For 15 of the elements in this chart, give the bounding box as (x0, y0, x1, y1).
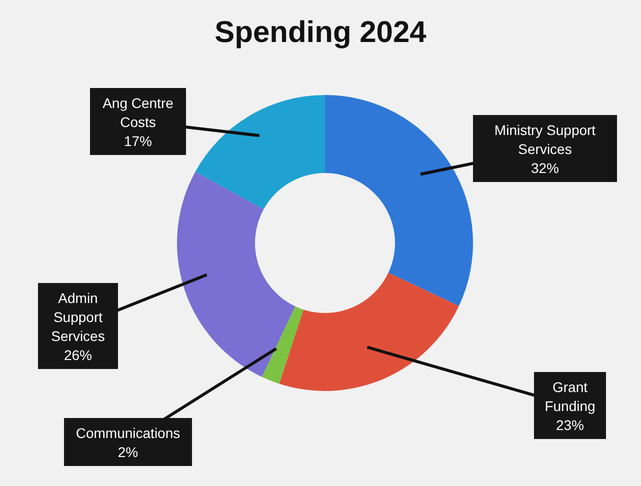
data-label: 17% (124, 133, 152, 149)
slice-label: Ang Centre Costs (102, 95, 174, 130)
data-label: 2% (118, 444, 138, 460)
slice-label: Ministry Support Services (494, 122, 596, 157)
donut-slice (177, 172, 296, 377)
chart-title: Spending 2024 (214, 16, 428, 50)
data-label: 23% (556, 417, 584, 433)
donut-slice (195, 95, 325, 210)
data-label: 26% (64, 347, 92, 363)
slice-label: Communications (76, 425, 180, 441)
donut-slice (325, 95, 473, 306)
slice-label: Grant Funding (544, 379, 596, 414)
donut-slice (279, 272, 459, 391)
slice-label: Admin Support Services (51, 290, 105, 344)
donut-slice (262, 306, 304, 384)
